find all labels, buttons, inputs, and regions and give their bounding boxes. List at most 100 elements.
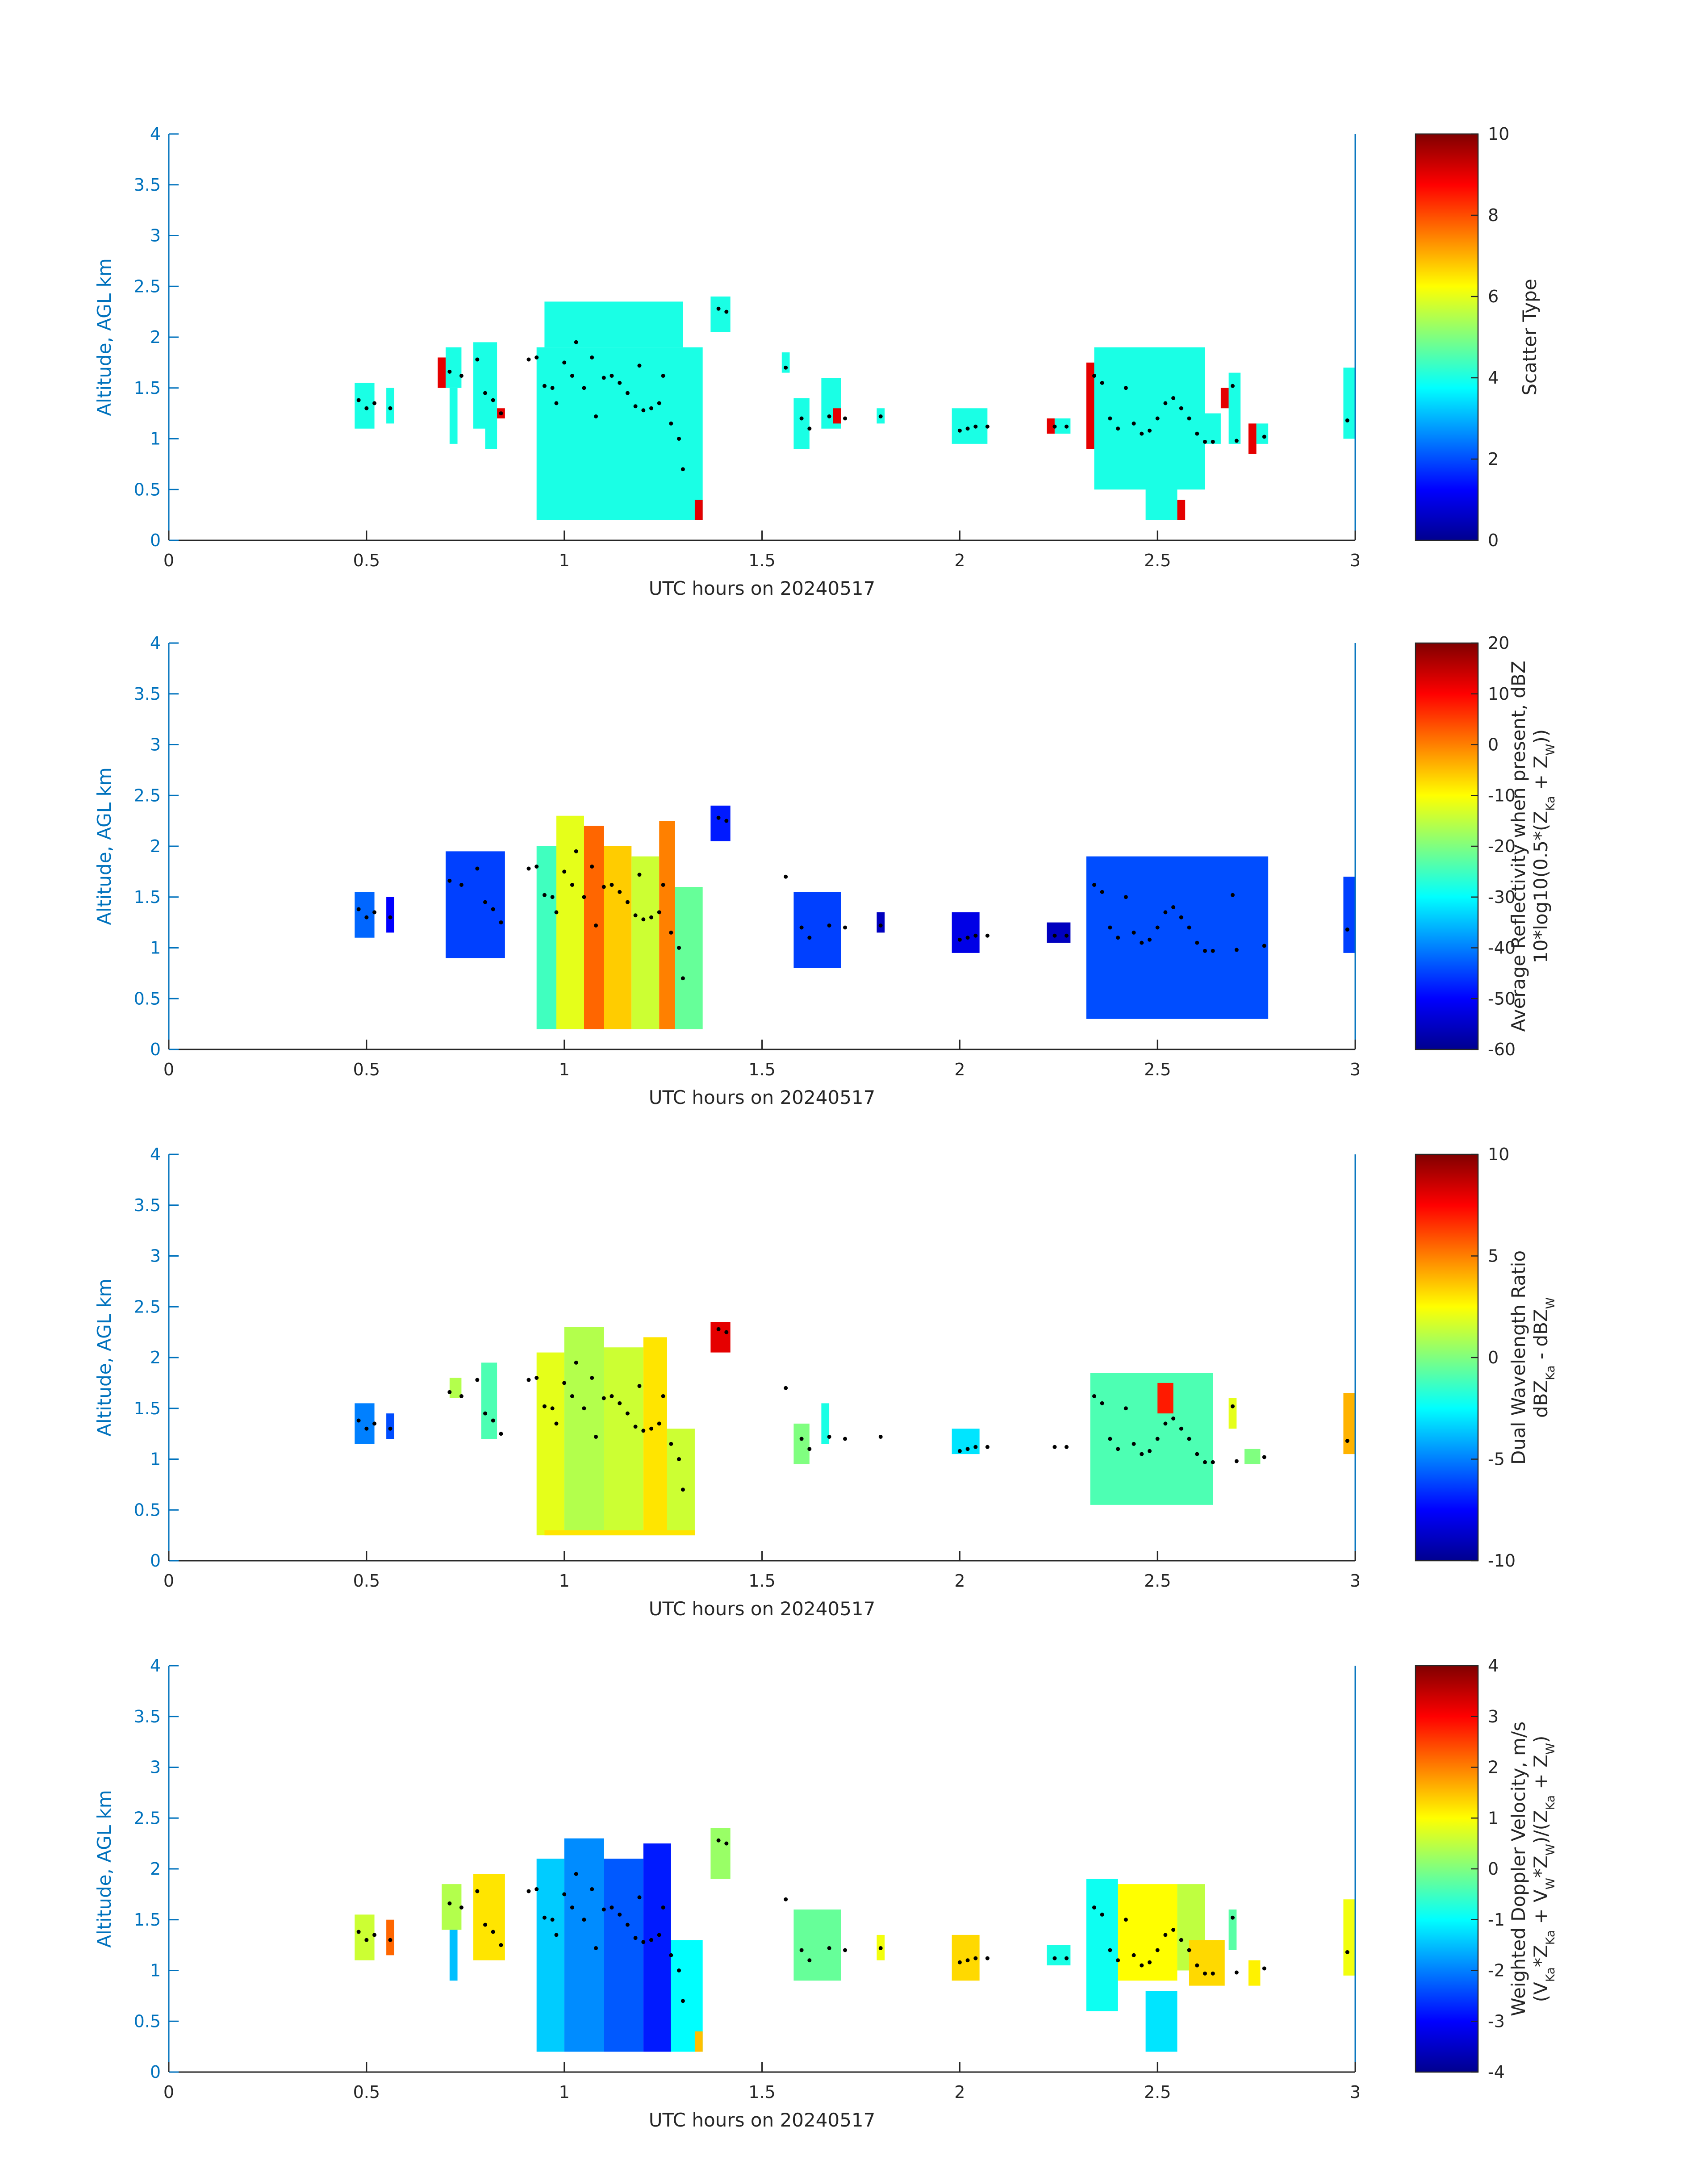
- marker-point: [799, 1948, 804, 1952]
- colorbar-tick-label: 0: [1488, 531, 1499, 550]
- heatmap-cell: [1086, 362, 1094, 449]
- heatmap-cell: [564, 1838, 604, 2052]
- x-tick-label: 1.5: [748, 1571, 775, 1591]
- marker-point: [554, 1933, 559, 1937]
- y-tick-label: 0.5: [134, 989, 161, 1008]
- colorbar-tick-label: 2: [1488, 449, 1499, 469]
- x-tick-label: 0.5: [353, 551, 380, 570]
- heatmap-cells: [355, 1322, 1355, 1536]
- colorbar-tick-label: -5: [1488, 1450, 1505, 1469]
- marker-point: [637, 364, 642, 368]
- marker-point: [562, 1892, 567, 1897]
- marker-point: [574, 340, 578, 344]
- marker-point: [447, 369, 452, 374]
- marker-point: [641, 917, 646, 922]
- marker-point: [1187, 1948, 1191, 1952]
- heatmap-cell: [1094, 347, 1205, 490]
- marker-point: [1345, 1950, 1349, 1955]
- x-tick-label: 2: [954, 2082, 965, 2102]
- y-tick-label: 2.5: [134, 1808, 161, 1828]
- marker-point: [535, 355, 539, 359]
- heatmap-cell: [544, 301, 683, 347]
- heatmap-cell: [781, 352, 790, 373]
- y-tick-label: 4: [150, 1656, 161, 1676]
- marker-point: [985, 1445, 990, 1449]
- marker-point: [657, 1421, 661, 1426]
- colorbar-tick-label: -1: [1488, 1910, 1505, 1930]
- marker-point: [447, 878, 452, 883]
- marker-point: [1345, 928, 1349, 932]
- heatmap-cell: [355, 1403, 375, 1444]
- marker-point: [364, 1938, 369, 1942]
- marker-point: [784, 1897, 788, 1901]
- marker-point: [1155, 416, 1160, 421]
- y-tick-label: 3: [150, 735, 161, 755]
- marker-point: [677, 437, 681, 441]
- marker-point: [356, 398, 361, 402]
- x-tick-label: 3: [1350, 1060, 1361, 1079]
- marker-point: [1100, 380, 1104, 385]
- y-tick-label: 0.5: [134, 1500, 161, 1520]
- marker-point: [878, 1946, 883, 1950]
- marker-point: [526, 357, 531, 362]
- marker-point: [570, 1394, 574, 1398]
- heatmap-cell: [1145, 1991, 1178, 2052]
- marker-point: [1052, 1445, 1057, 1449]
- marker-point: [1140, 431, 1144, 436]
- x-tick-label: 2.5: [1144, 1571, 1171, 1591]
- marker-point: [1163, 1933, 1168, 1937]
- y-tick-label: 3.5: [134, 1707, 161, 1726]
- marker-point: [1187, 925, 1191, 930]
- colorbar-gradient: [1415, 1153, 1479, 1562]
- marker-point: [957, 1449, 962, 1453]
- marker-point: [657, 401, 661, 405]
- marker-point: [483, 900, 488, 904]
- label-segment: Z: [1530, 1755, 1552, 1768]
- marker-points: [356, 306, 1349, 472]
- marker-point: [965, 1958, 970, 1963]
- marker-point: [669, 1442, 673, 1446]
- x-tick-label: 3: [1350, 1571, 1361, 1591]
- marker-point: [1211, 1460, 1215, 1464]
- marker-point: [649, 1938, 654, 1942]
- label-subscript: Ka: [1544, 1967, 1558, 1982]
- heatmap-cell: [1248, 1960, 1261, 1986]
- marker-point: [957, 937, 962, 942]
- marker-point: [594, 923, 598, 928]
- marker-point: [1064, 933, 1069, 938]
- heatmap-cell: [386, 388, 394, 424]
- marker-point: [1147, 937, 1152, 942]
- heatmap-cell: [710, 806, 731, 841]
- y-tick-label: 0.5: [134, 2011, 161, 2031]
- marker-point: [1234, 439, 1239, 443]
- x-axis-label: UTC hours on 20240517: [649, 2109, 876, 2131]
- colorbar: -60 -50 -40 -30 -20 -10 0 10 20 Average Reflectiv…: [1415, 633, 1558, 1059]
- marker-point: [491, 398, 495, 402]
- marker-point: [724, 1841, 729, 1846]
- label-segment: +: [1530, 1768, 1552, 1795]
- heatmap-cell: [1118, 1884, 1178, 1981]
- label-segment: V: [1530, 1889, 1552, 1902]
- heatmap-cell: [643, 1337, 667, 1536]
- marker-point: [364, 1426, 369, 1431]
- y-tick-label: 3: [150, 226, 161, 246]
- heatmap-cell: [710, 1828, 731, 1879]
- y-tick-label: 2.5: [134, 786, 161, 805]
- marker-point: [965, 936, 970, 940]
- y-tick-label: 1: [150, 938, 161, 958]
- heatmap-cell: [1220, 388, 1229, 409]
- colorbar-tick-label: -30: [1488, 887, 1516, 907]
- marker-point: [1155, 1437, 1160, 1441]
- marker-point: [574, 1360, 578, 1365]
- marker-point: [677, 946, 681, 950]
- y-tick-label: 2: [150, 327, 161, 347]
- marker-point: [716, 815, 721, 820]
- marker-point: [1140, 1963, 1144, 1968]
- marker-point: [372, 1933, 377, 1937]
- marker-point: [1211, 1971, 1215, 1976]
- marker-points: [356, 815, 1349, 981]
- y-tick-label: 1: [150, 1450, 161, 1469]
- x-tick-label: 2: [954, 1571, 965, 1591]
- heatmap-cell: [1256, 423, 1269, 444]
- marker-point: [618, 890, 622, 894]
